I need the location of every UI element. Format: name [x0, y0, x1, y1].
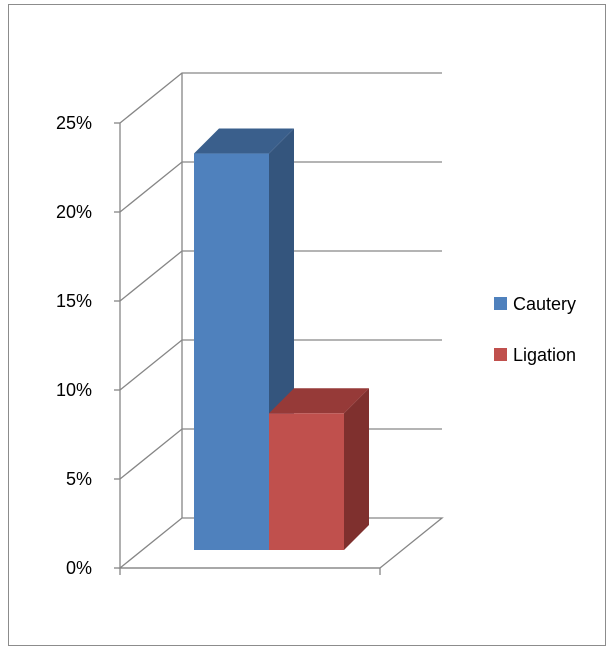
bar-top: [194, 128, 294, 154]
y-tick-label: 15%: [56, 291, 92, 311]
bar-side: [344, 388, 369, 550]
bar-top: [269, 388, 369, 414]
y-tick-label: 0%: [66, 558, 92, 578]
y-tick-label: 5%: [66, 469, 92, 489]
legend-swatch: [494, 348, 507, 361]
gridline: [119, 72, 442, 124]
y-tick-label: 20%: [56, 202, 92, 222]
legend-label: Ligation: [513, 345, 576, 365]
y-tick-label: 10%: [56, 380, 92, 400]
bar: [269, 413, 344, 550]
bar: [194, 153, 269, 550]
gridline: [119, 161, 442, 213]
legend-swatch: [494, 297, 507, 310]
gridline: [119, 250, 442, 302]
legend-label: Cautery: [513, 294, 576, 314]
gridline: [119, 339, 442, 391]
y-tick-label: 25%: [56, 113, 92, 133]
